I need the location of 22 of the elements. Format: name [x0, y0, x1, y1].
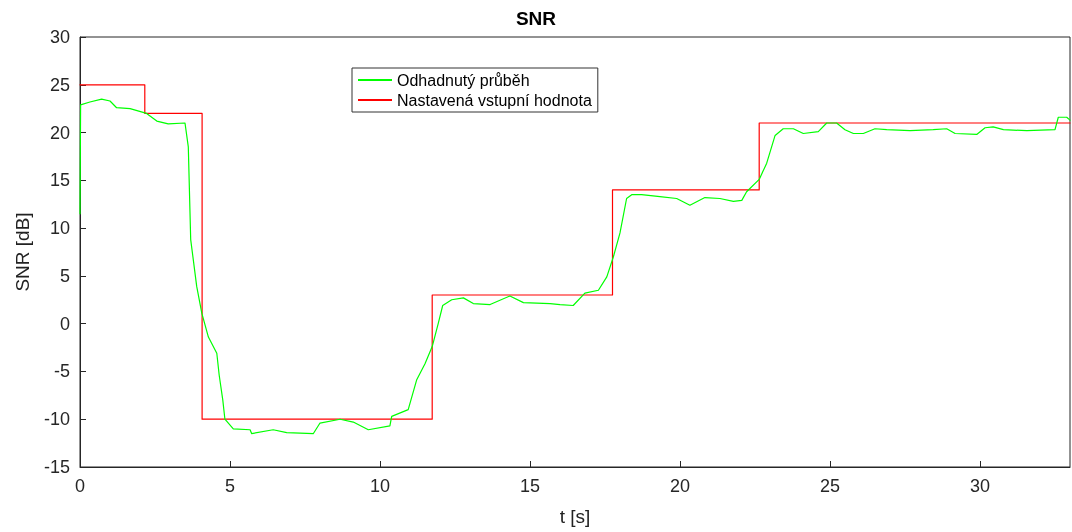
x-tick-label: 0 [74, 476, 86, 496]
x-tick-label: 20 [669, 476, 691, 496]
y-axis-title: SNR [dB] [12, 212, 33, 292]
legend-label: Nastavená vstupní hodnota [397, 91, 592, 109]
y-tick-label: -15 [43, 457, 70, 477]
y-tick-label: -10 [43, 409, 70, 430]
chart-title: SNR [515, 8, 557, 29]
y-tick-label: 30 [49, 27, 70, 47]
y-tick-label: -5 [53, 361, 70, 382]
y-tick-label: 25 [49, 74, 70, 95]
x-tick-label: 15 [519, 476, 541, 496]
legend-label: Odhadnutý průběh [397, 71, 530, 89]
y-tick-label: 10 [49, 218, 70, 239]
y-tick-label: 15 [49, 170, 70, 191]
x-tick-label: 25 [819, 476, 841, 496]
y-tick-label: 5 [59, 265, 70, 286]
y-tick-label: 0 [59, 313, 70, 334]
x-tick-label: 10 [369, 476, 391, 496]
x-tick-label: 5 [224, 476, 236, 496]
x-axis-title: t [s] [559, 506, 591, 527]
y-tick-label: 20 [49, 122, 70, 143]
x-tick-label: 30 [969, 476, 991, 496]
